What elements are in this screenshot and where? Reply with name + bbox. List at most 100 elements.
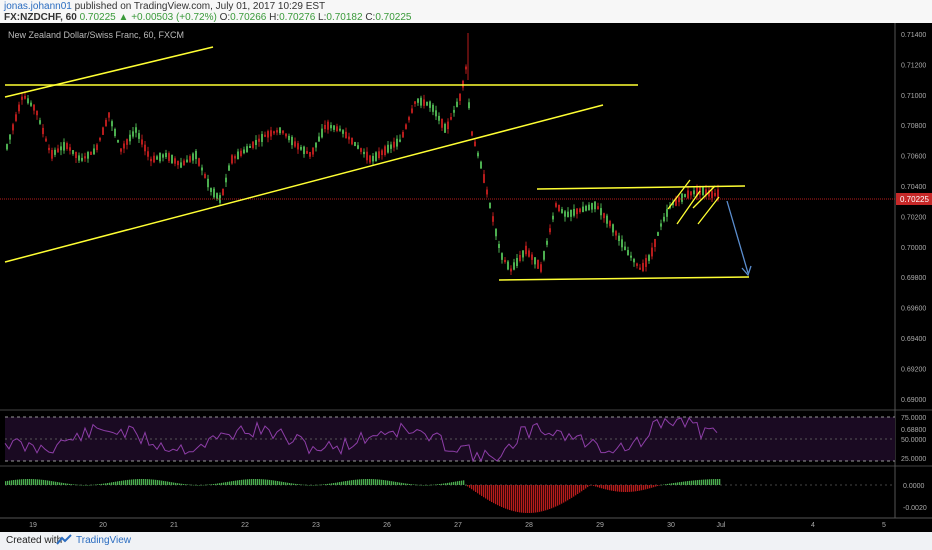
macd-bar <box>37 479 39 485</box>
price-scale[interactable]: 0.71400 0.71200 0.71000 0.70800 0.70600 0.704… <box>901 32 926 434</box>
arrow-down-icon <box>741 265 752 277</box>
candle <box>357 145 359 149</box>
macd-bar <box>695 480 697 485</box>
macd-bar <box>617 485 619 492</box>
macd-bar <box>603 485 605 489</box>
flag-line-3[interactable] <box>692 185 716 209</box>
macd-bar <box>173 482 175 485</box>
candle <box>366 151 368 161</box>
candle <box>516 258 518 266</box>
candle <box>693 190 695 195</box>
candle <box>501 253 503 260</box>
candle <box>240 150 242 156</box>
time-scale[interactable]: 19 20 21 22 23 26 27 28 29 30 Jul 4 5 <box>29 522 886 529</box>
candle <box>195 150 197 160</box>
macd-bar <box>349 480 351 485</box>
chart-canvas[interactable]: New Zealand Dollar/Swiss Franc, 60, FXCM… <box>0 23 932 532</box>
trendlines[interactable] <box>4 46 750 281</box>
candle <box>39 120 41 124</box>
candle <box>678 197 680 203</box>
open-value: 0.70266 <box>230 12 267 23</box>
candle <box>702 186 704 196</box>
macd-bar <box>419 484 421 486</box>
forecast-arrow[interactable] <box>726 200 752 277</box>
candle <box>504 259 506 263</box>
candle <box>387 144 389 153</box>
candle <box>96 144 98 151</box>
macd-bar <box>169 481 171 485</box>
candle <box>156 156 158 160</box>
price-label: 0.70600 <box>901 154 926 161</box>
candle <box>708 190 710 197</box>
price-label: 0.69200 <box>901 366 926 373</box>
macd-bar <box>319 484 321 486</box>
lower-channel-line[interactable] <box>4 104 604 263</box>
macd-bar <box>591 485 593 486</box>
macd-bar <box>397 482 399 485</box>
range-top-line[interactable] <box>536 185 746 190</box>
candle <box>381 150 383 156</box>
candle <box>375 152 377 162</box>
candle <box>408 117 410 121</box>
candle <box>675 197 677 206</box>
flag-line-1[interactable] <box>667 179 691 210</box>
macd-bar <box>685 481 687 485</box>
candle <box>42 127 44 135</box>
macd-bar <box>93 484 95 486</box>
candle <box>309 151 311 157</box>
macd-bar <box>569 485 571 500</box>
macd-bar <box>613 485 615 492</box>
macd-bar <box>531 485 533 513</box>
author-link[interactable]: jonas.johann01 <box>4 1 72 12</box>
candle <box>414 101 416 104</box>
macd-bar <box>449 482 451 485</box>
macd-bar <box>469 485 471 488</box>
macd-bar <box>323 484 325 485</box>
macd-bar <box>301 484 303 486</box>
flag-line-2[interactable] <box>676 190 701 225</box>
candle <box>687 190 689 199</box>
rsi-scale[interactable]: 75.0000 50.0000 25.0000 <box>901 415 926 463</box>
candle <box>255 139 257 146</box>
macd-bar <box>245 479 247 485</box>
macd-bar <box>475 485 477 492</box>
macd-bar <box>315 484 317 486</box>
macd-bar <box>193 484 195 486</box>
candle <box>168 153 170 161</box>
candle <box>285 133 287 137</box>
macd-bar <box>487 485 489 500</box>
macd-bar <box>589 485 591 486</box>
candle <box>657 232 659 236</box>
price-label: 0.69800 <box>901 275 926 282</box>
macd-bar <box>325 484 327 485</box>
flag-line-4[interactable] <box>697 196 720 225</box>
candle <box>261 134 263 142</box>
macd-bar <box>703 479 705 485</box>
macd-bar <box>121 480 123 485</box>
candle <box>198 158 200 166</box>
macd-bar <box>153 479 155 485</box>
macd-bar <box>601 485 603 489</box>
macd-bar <box>513 485 515 512</box>
macd-scale[interactable]: 0.0000 -0.0020 <box>903 483 927 512</box>
upper-channel-line[interactable] <box>4 46 214 98</box>
macd-bar <box>515 485 517 512</box>
macd-bar <box>485 485 487 499</box>
macd-bar <box>75 484 77 486</box>
macd-bar <box>577 485 579 494</box>
candle <box>444 123 446 133</box>
macd-bar <box>495 485 497 505</box>
macd-bar <box>705 479 707 485</box>
tradingview-link[interactable]: TradingView <box>76 535 132 546</box>
candle <box>492 216 494 222</box>
macd-bar <box>637 485 639 492</box>
macd-bar <box>123 480 125 485</box>
candle <box>138 133 140 139</box>
range-bottom-line[interactable] <box>498 276 750 281</box>
macd-bar <box>597 485 599 488</box>
macd-bar <box>263 479 265 485</box>
macd-bar <box>135 479 137 485</box>
macd-bar <box>567 485 569 501</box>
macd-bar <box>625 485 627 492</box>
macd-bar <box>221 482 223 485</box>
